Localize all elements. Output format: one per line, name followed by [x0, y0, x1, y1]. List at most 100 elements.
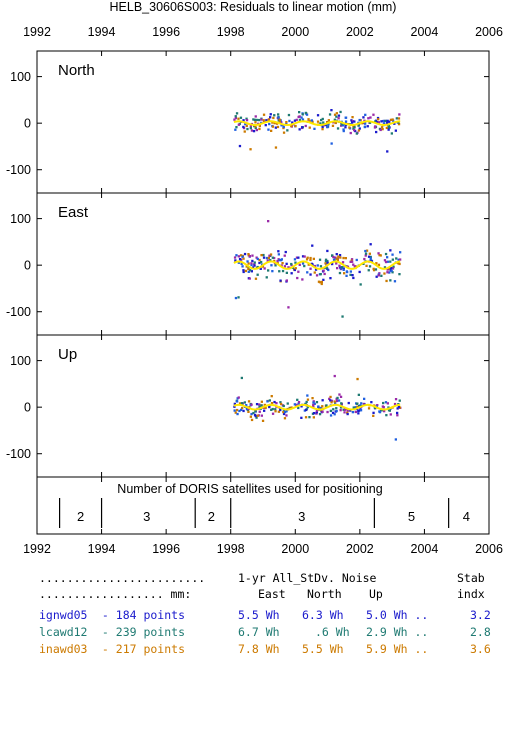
data-point — [247, 253, 250, 256]
data-point — [254, 115, 257, 118]
data-point — [364, 252, 368, 255]
data-point — [258, 118, 261, 122]
data-point — [384, 119, 387, 122]
data-point — [251, 254, 254, 257]
y-tick-label: 0 — [24, 259, 31, 273]
data-point — [255, 256, 258, 259]
data-point — [235, 126, 238, 129]
data-point — [267, 256, 270, 260]
data-point — [360, 402, 363, 405]
data-point — [265, 276, 268, 279]
data-point — [262, 256, 266, 259]
data-point — [333, 413, 336, 416]
data-point — [273, 114, 276, 117]
data-point — [301, 126, 304, 129]
data-point — [294, 267, 297, 270]
data-point — [350, 258, 354, 261]
data-point — [326, 261, 329, 264]
bottom-tick-label-2000: 2000 — [281, 542, 309, 556]
data-point — [397, 117, 401, 120]
data-point — [322, 269, 325, 272]
data-point — [306, 256, 309, 259]
data-point — [337, 117, 340, 120]
data-point — [379, 128, 382, 132]
stat-stab: 3.6 — [470, 642, 491, 656]
data-point — [350, 119, 353, 122]
data-point — [304, 408, 308, 412]
data-point — [329, 277, 332, 280]
data-point — [234, 116, 237, 120]
data-point — [271, 407, 274, 411]
data-point — [340, 124, 343, 127]
data-point — [264, 124, 267, 127]
data-point — [327, 268, 330, 272]
data-point — [279, 279, 282, 282]
data-point — [305, 113, 309, 116]
data-point — [308, 416, 311, 419]
data-point — [294, 261, 297, 264]
data-point — [359, 283, 362, 286]
data-point — [329, 414, 333, 417]
data-point — [267, 269, 270, 272]
data-point — [351, 260, 354, 263]
data-point — [363, 257, 366, 261]
data-point — [285, 271, 288, 274]
data-point — [234, 259, 237, 262]
data-point — [365, 264, 368, 267]
top-tick-label-2002: 2002 — [346, 25, 374, 39]
data-point — [307, 263, 310, 266]
stat-stab: 3.2 — [470, 608, 491, 622]
data-point — [280, 402, 283, 406]
data-point — [296, 398, 299, 401]
data-point — [319, 265, 323, 268]
data-point — [301, 278, 304, 281]
data-point — [295, 256, 299, 259]
data-point — [297, 402, 300, 405]
data-point — [372, 414, 375, 417]
stats-header-up: Up — [369, 587, 383, 601]
data-point — [285, 410, 288, 413]
data-point — [260, 260, 263, 264]
data-point — [282, 410, 285, 414]
data-point — [269, 116, 272, 119]
data-point — [340, 266, 344, 269]
data-point — [367, 255, 371, 258]
data-point — [277, 116, 280, 119]
data-point — [335, 112, 338, 115]
data-point — [246, 127, 249, 131]
data-point — [265, 119, 268, 122]
data-point — [238, 144, 242, 148]
series-points: - 217 points — [95, 642, 186, 656]
data-point — [331, 262, 334, 266]
data-point — [351, 274, 354, 277]
data-point — [260, 414, 263, 417]
data-point — [269, 253, 273, 256]
data-point — [304, 416, 308, 419]
bottom-x-axis: 1992 1994 1996 1998 2000 2002 2004 2006 — [23, 542, 503, 556]
data-point — [391, 267, 395, 270]
data-point — [335, 407, 338, 410]
data-point — [319, 122, 322, 125]
data-point — [237, 296, 240, 299]
data-point — [368, 265, 372, 268]
data-point — [341, 315, 344, 318]
data-point — [388, 271, 391, 274]
data-point — [312, 416, 315, 419]
data-point — [316, 264, 319, 267]
y-tick-label: 100 — [10, 212, 31, 226]
data-point — [315, 274, 319, 277]
data-point — [324, 262, 327, 265]
stat-up: 2.9 Wh .. — [366, 625, 429, 639]
data-point — [390, 132, 393, 135]
data-point — [313, 402, 316, 405]
data-point — [297, 270, 300, 273]
top-x-axis: 1992 1994 1996 1998 2000 2002 2004 2006 — [23, 25, 503, 39]
data-point — [394, 398, 398, 401]
y-tick-label: 0 — [24, 117, 31, 131]
data-point — [258, 127, 261, 131]
data-point — [389, 260, 392, 263]
data-point — [358, 127, 361, 130]
satellite-count: 4 — [463, 509, 470, 524]
data-point — [247, 267, 250, 271]
data-point — [354, 265, 358, 268]
